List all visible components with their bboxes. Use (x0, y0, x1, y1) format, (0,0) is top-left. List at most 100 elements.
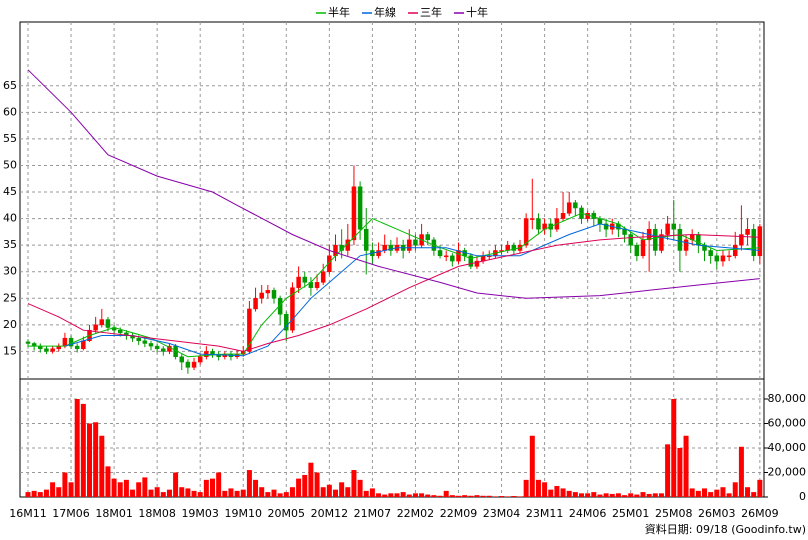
candle-body (560, 213, 566, 219)
candle-body (511, 244, 517, 251)
volume-bar (732, 482, 738, 497)
candle-body (154, 345, 160, 350)
candle-body (161, 348, 166, 352)
candle-body (284, 313, 289, 331)
legend-label: 十年 (466, 5, 488, 19)
candle-body (142, 340, 148, 344)
candle-body (450, 255, 455, 262)
candle-body (351, 186, 357, 241)
candle-body (357, 186, 363, 230)
volume-bar (658, 493, 664, 497)
x-tick-label: 25M08 (655, 507, 693, 520)
volume-bar (382, 494, 388, 497)
candle-body (99, 319, 105, 326)
volume-bar (499, 496, 505, 497)
volume-bar (68, 482, 74, 497)
x-tick-label: 26M09 (741, 507, 779, 520)
volume-bar (302, 474, 308, 497)
volume-bar (634, 494, 640, 497)
candle-body (720, 255, 726, 262)
legend-label: 年線 (374, 5, 396, 19)
y-tick-label: 55 (3, 132, 17, 145)
candle-body (136, 337, 141, 342)
candle-body (665, 223, 670, 235)
y-tick-label: 50 (3, 158, 17, 171)
volume-bar (622, 495, 628, 497)
candle-body (185, 361, 191, 368)
candle-body (659, 234, 664, 251)
y-tick-label: 45 (3, 185, 17, 198)
volume-bar (535, 479, 541, 497)
volume-bar (308, 462, 314, 497)
volume-bar (296, 478, 302, 497)
volume-bar (689, 488, 695, 497)
candle-body (677, 228, 683, 251)
volume-bar (456, 495, 461, 497)
volume-bar (702, 488, 707, 497)
volume-bar (320, 487, 326, 497)
volume-bar (191, 490, 197, 497)
y-tick-label: 35 (3, 238, 17, 251)
x-tick-label: 24M06 (569, 507, 607, 520)
candle-body (388, 244, 394, 251)
volume-bar (369, 488, 375, 497)
candle-body (739, 234, 744, 246)
candle-body (327, 255, 332, 272)
candle-body (573, 202, 578, 209)
volume-bar (745, 487, 751, 497)
volume-bar (757, 479, 763, 497)
volume-bar (683, 435, 689, 497)
candle-body (671, 223, 676, 230)
volume-bar (628, 493, 634, 497)
volume-bar (529, 435, 535, 497)
candle-body (726, 255, 732, 258)
volume-bar (492, 496, 498, 497)
volume-bar (179, 487, 185, 497)
candle-body (148, 343, 154, 347)
volume-bar (80, 403, 86, 497)
volume-bar (173, 472, 179, 497)
candle-body (191, 361, 197, 368)
x-tick-label: 17M06 (52, 507, 90, 520)
volume-bar (326, 484, 332, 497)
volume-bar (400, 492, 406, 497)
candle-body (751, 228, 756, 257)
candle-body (265, 290, 271, 294)
candle-body (290, 287, 295, 331)
volume-bar (714, 489, 720, 497)
volume-bar (751, 492, 757, 497)
candle-body (247, 308, 252, 352)
volume-bar (480, 495, 486, 497)
candle-body (708, 250, 713, 257)
volume-bar (314, 472, 320, 497)
volume-bar (431, 495, 437, 497)
volume-bar (646, 493, 652, 497)
x-tick-label: 16M11 (9, 507, 47, 520)
candle-body (320, 271, 326, 283)
ma-line (27, 69, 760, 299)
volume-bar (376, 493, 382, 497)
volume-bar (591, 492, 597, 497)
volume-bar (738, 446, 744, 497)
volume-bar (197, 492, 203, 497)
volume-bar (74, 398, 80, 497)
volume-bar (443, 490, 449, 497)
y-tick-label: 30 (3, 265, 17, 278)
volume-bar (105, 466, 111, 497)
candle-body (413, 239, 418, 246)
volume-bar (142, 477, 148, 497)
volume-bar (560, 488, 566, 497)
candle-body (277, 298, 283, 315)
volume-bar (289, 487, 295, 497)
volume-bar (609, 493, 615, 497)
candle-body (640, 239, 646, 257)
candle-body (536, 218, 541, 230)
candle-body (62, 337, 68, 347)
candle-body (653, 228, 658, 251)
volume-bar (210, 478, 215, 497)
volume-bar (87, 423, 92, 497)
y-tick-label: 15 (3, 344, 17, 357)
candle-body (74, 345, 80, 350)
candle-body (407, 239, 412, 251)
